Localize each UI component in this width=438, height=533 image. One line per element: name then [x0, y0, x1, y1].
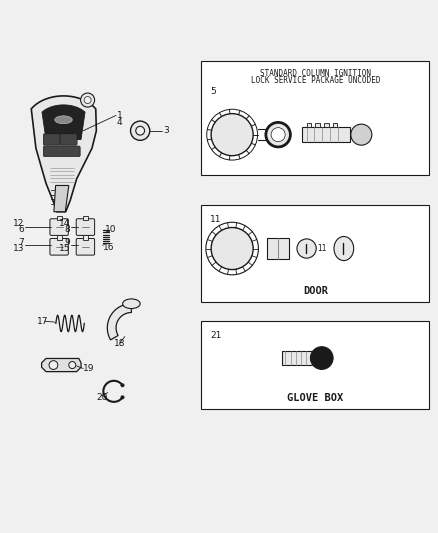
Text: 4: 4 — [117, 118, 123, 127]
Text: 18: 18 — [114, 338, 125, 348]
Text: 11: 11 — [210, 215, 222, 224]
Text: 10: 10 — [105, 225, 117, 234]
Text: STANDARD COLUMN IGNITION: STANDARD COLUMN IGNITION — [260, 69, 371, 77]
Bar — [283, 351, 315, 365]
Circle shape — [297, 239, 316, 258]
Polygon shape — [54, 185, 69, 212]
Text: DOOR: DOOR — [303, 286, 328, 296]
Text: 16: 16 — [103, 243, 114, 252]
Bar — [302, 127, 350, 142]
Bar — [201, 205, 429, 302]
Text: 6: 6 — [18, 225, 24, 234]
Text: 9: 9 — [64, 238, 70, 247]
Text: 20: 20 — [96, 393, 108, 402]
Text: LOCK SERVICE PACKAGE UNCODED: LOCK SERVICE PACKAGE UNCODED — [251, 76, 380, 85]
Polygon shape — [107, 304, 131, 340]
Circle shape — [81, 93, 95, 107]
Text: 19: 19 — [83, 364, 95, 373]
Circle shape — [271, 128, 285, 142]
Bar — [315, 123, 320, 127]
Bar — [267, 238, 289, 260]
Text: 15: 15 — [59, 244, 70, 253]
FancyBboxPatch shape — [43, 146, 80, 157]
Circle shape — [49, 361, 58, 369]
Text: 5: 5 — [210, 87, 216, 96]
Text: 12: 12 — [13, 219, 24, 228]
FancyBboxPatch shape — [60, 134, 77, 145]
Polygon shape — [42, 359, 81, 372]
Bar — [333, 123, 337, 127]
Ellipse shape — [123, 299, 140, 309]
Circle shape — [211, 228, 253, 270]
Circle shape — [311, 346, 333, 369]
Circle shape — [131, 121, 150, 140]
Circle shape — [136, 126, 145, 135]
Ellipse shape — [334, 237, 354, 261]
Text: 1: 1 — [117, 111, 123, 120]
Polygon shape — [42, 105, 85, 140]
FancyBboxPatch shape — [76, 238, 95, 255]
Polygon shape — [31, 96, 96, 212]
Text: 7: 7 — [18, 238, 24, 247]
Circle shape — [84, 96, 91, 103]
Bar — [307, 123, 311, 127]
Text: 21: 21 — [210, 331, 222, 340]
Ellipse shape — [55, 116, 72, 124]
Text: 11: 11 — [318, 244, 327, 253]
Bar — [57, 216, 62, 220]
Bar — [201, 321, 429, 409]
FancyBboxPatch shape — [43, 134, 60, 145]
Text: 13: 13 — [13, 244, 24, 253]
Circle shape — [69, 361, 76, 368]
Bar — [324, 123, 328, 127]
Circle shape — [121, 395, 124, 399]
Text: 14: 14 — [59, 219, 70, 228]
Circle shape — [211, 114, 253, 156]
Bar — [83, 216, 88, 220]
Text: 3: 3 — [163, 126, 169, 135]
Bar — [201, 61, 429, 174]
Text: GLOVE BOX: GLOVE BOX — [287, 393, 343, 403]
Bar — [83, 236, 88, 240]
Circle shape — [351, 124, 372, 145]
Bar — [57, 236, 62, 240]
Circle shape — [121, 384, 124, 387]
FancyBboxPatch shape — [50, 219, 68, 236]
Text: 8: 8 — [64, 225, 70, 234]
Circle shape — [266, 123, 290, 147]
FancyBboxPatch shape — [76, 219, 95, 236]
FancyBboxPatch shape — [50, 238, 68, 255]
Text: 17: 17 — [37, 317, 49, 326]
